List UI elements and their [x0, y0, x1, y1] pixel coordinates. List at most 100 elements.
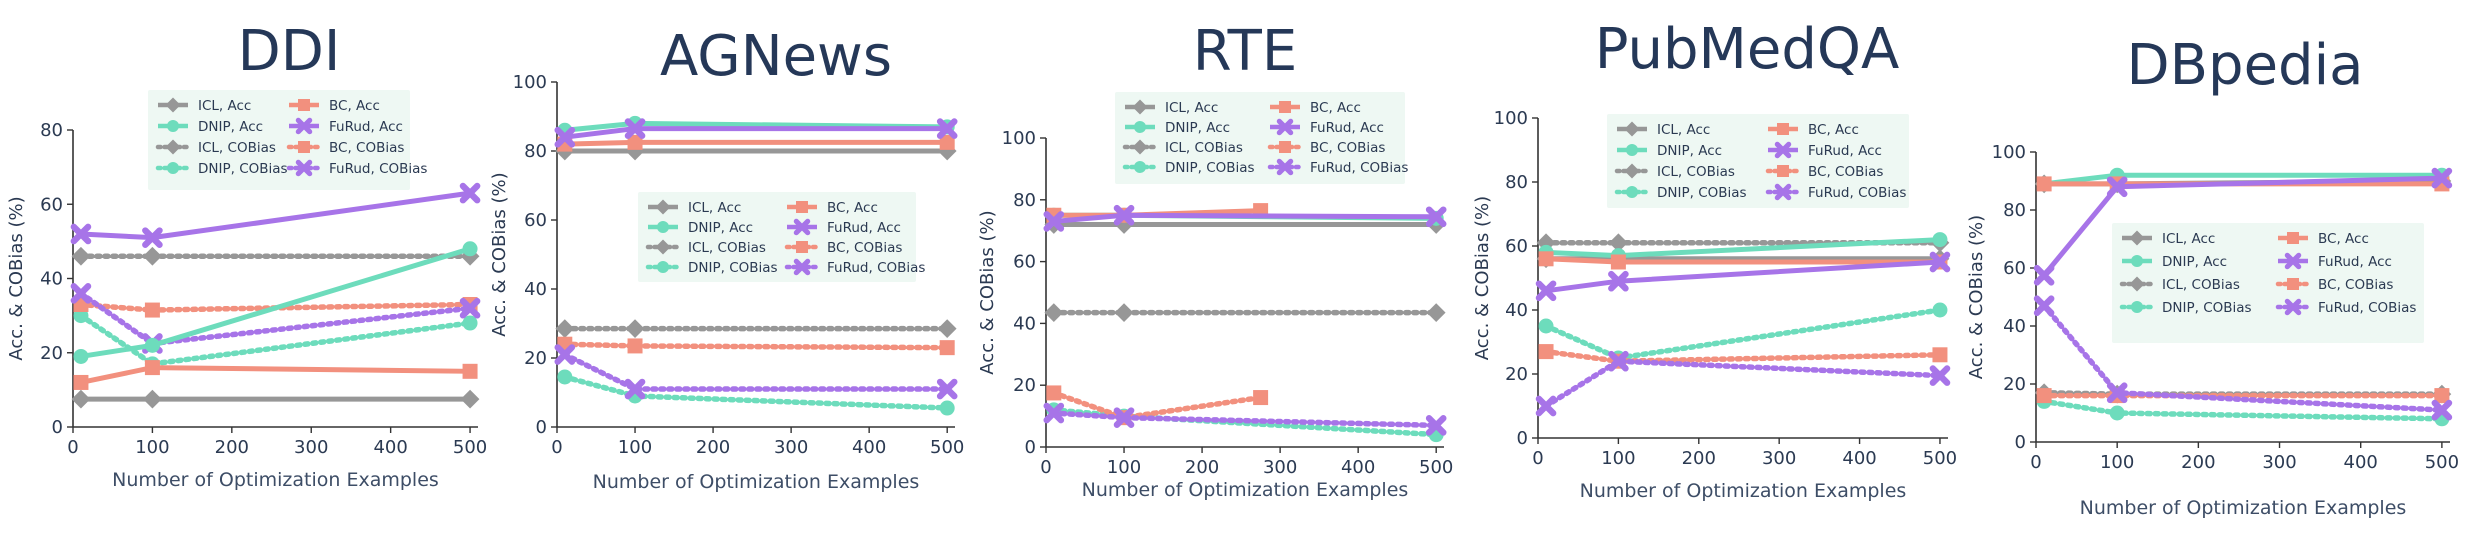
legend-swatch-marker: [165, 97, 181, 113]
data-point: [1932, 302, 1948, 318]
x-tick-label: 0: [1040, 457, 1051, 478]
legend-label: BC, COBias: [329, 140, 404, 156]
x-tick-label: 500: [2425, 452, 2459, 473]
legend-item: BC, Acc: [289, 98, 380, 114]
data-point: [70, 283, 92, 304]
data-point: [2036, 176, 2052, 192]
legend-label: DNIP, COBias: [1657, 185, 1747, 201]
legend: ICL, Acc BC, Acc DNIP, Acc FuRud, Acc ICL, C…: [638, 192, 925, 282]
legend-item: ICL, COBias: [2119, 276, 2240, 293]
data-point: [2033, 295, 2055, 317]
data-point: [1426, 303, 1446, 322]
legend-swatch-marker: [2287, 232, 2299, 244]
legend-item: ICL, Acc: [648, 199, 741, 216]
x-tick-label: 300: [294, 437, 328, 458]
data-point: [1538, 251, 1554, 267]
data-point: [460, 389, 480, 409]
legend-swatch-marker: [1624, 163, 1640, 179]
legend-item: FuRud, Acc: [289, 117, 403, 135]
y-tick-label: 40: [1013, 313, 1036, 334]
y-tick-label: 20: [1505, 364, 1528, 385]
legend-item: BC, COBias: [784, 240, 902, 256]
legend-swatch-marker: [1279, 141, 1291, 153]
data-point: [624, 378, 646, 400]
legend-item: ICL, COBias: [1122, 139, 1243, 156]
series-furud-acc: [1043, 204, 1447, 232]
legend-label: ICL, Acc: [688, 200, 741, 216]
legend-box: [148, 90, 410, 190]
data-point: [627, 134, 643, 150]
legend-swatch-marker: [295, 159, 313, 177]
legend-label: ICL, COBias: [2162, 277, 2240, 293]
series-furud-cobias: [2033, 295, 2453, 421]
legend-swatch-marker: [1276, 118, 1294, 136]
legend-swatch-marker: [1777, 165, 1789, 177]
data-point: [1113, 204, 1135, 226]
legend-item: FuRud, Acc: [1270, 118, 1384, 136]
legend-label: FuRud, COBias: [827, 260, 925, 276]
legend-item: FuRud, COBias: [1765, 183, 1906, 201]
x-tick-label: 200: [1185, 457, 1219, 478]
legend-box: [638, 192, 916, 282]
legend-swatch-marker: [2284, 298, 2302, 316]
data-point: [1535, 395, 1557, 417]
chart-title: DBpedia: [2127, 33, 2364, 98]
legend-label: FuRud, COBias: [1310, 160, 1408, 176]
series-furud-acc: [70, 182, 481, 248]
legend-item: ICL, Acc: [1617, 121, 1710, 138]
legend-swatch-marker: [2287, 278, 2299, 290]
legend: ICL, Acc BC, Acc DNIP, Acc FuRud, Acc ICL, C…: [1607, 114, 1909, 208]
legend-item: BC, Acc: [787, 200, 878, 216]
legend-label: DNIP, Acc: [1165, 120, 1230, 136]
legend-swatch-marker: [657, 261, 669, 273]
legend-label: DNIP, COBias: [198, 161, 288, 177]
x-axis-label: Number of Optimization Examples: [112, 469, 439, 491]
x-tick-label: 300: [1762, 448, 1796, 469]
y-tick-label: 40: [1505, 300, 1528, 321]
series-icl-cobias: [1044, 303, 1446, 322]
legend-swatch-marker: [2131, 255, 2143, 267]
data-point: [2109, 405, 2125, 421]
legend-item: FuRud, COBias: [286, 159, 427, 177]
y-tick-label: 100: [1002, 128, 1036, 149]
x-tick-label: 200: [1682, 448, 1716, 469]
y-tick-label: 0: [536, 417, 547, 438]
legend-label: ICL, Acc: [198, 98, 251, 114]
legend-label: DNIP, Acc: [688, 220, 753, 236]
x-tick-label: 200: [696, 437, 730, 458]
legend-item: ICL, COBias: [155, 139, 276, 156]
legend-item: ICL, COBias: [645, 239, 766, 256]
legend-label: DNIP, Acc: [198, 119, 263, 135]
x-tick-label: 300: [774, 437, 808, 458]
data-point: [627, 338, 643, 354]
chart-title: PubMedQA: [1595, 17, 1900, 82]
legend-swatch-marker: [2129, 230, 2145, 246]
legend-item: BC, COBias: [1267, 140, 1385, 156]
legend-item: FuRud, COBias: [1267, 158, 1408, 176]
data-point: [937, 319, 957, 339]
data-point: [73, 348, 89, 364]
legend-item: DNIP, Acc: [1617, 143, 1722, 159]
data-point: [624, 118, 646, 139]
legend-swatch-marker: [655, 239, 671, 255]
data-point: [1538, 318, 1554, 334]
chart-title: DDI: [238, 19, 341, 84]
data-point: [71, 389, 91, 409]
legend-item: BC, Acc: [1270, 100, 1361, 116]
legend-item: DNIP, COBias: [2119, 300, 2252, 316]
data-point: [939, 134, 955, 150]
chart-title: AGNews: [660, 24, 892, 89]
x-tick-label: 100: [1107, 457, 1141, 478]
legend-label: DNIP, Acc: [1657, 143, 1722, 159]
x-tick-label: 500: [453, 437, 487, 458]
data-point: [1113, 407, 1135, 428]
legend-swatch-marker: [2284, 252, 2302, 270]
legend-label: FuRud, Acc: [329, 119, 403, 135]
legend-item: ICL, Acc: [158, 97, 251, 114]
series-icl-cobias: [71, 246, 480, 266]
data-point: [1044, 303, 1064, 322]
legend-item: ICL, Acc: [2122, 230, 2215, 247]
legend-swatch-marker: [165, 139, 181, 155]
legend-swatch-marker: [1774, 183, 1792, 201]
legend-item: FuRud, Acc: [1768, 141, 1882, 159]
